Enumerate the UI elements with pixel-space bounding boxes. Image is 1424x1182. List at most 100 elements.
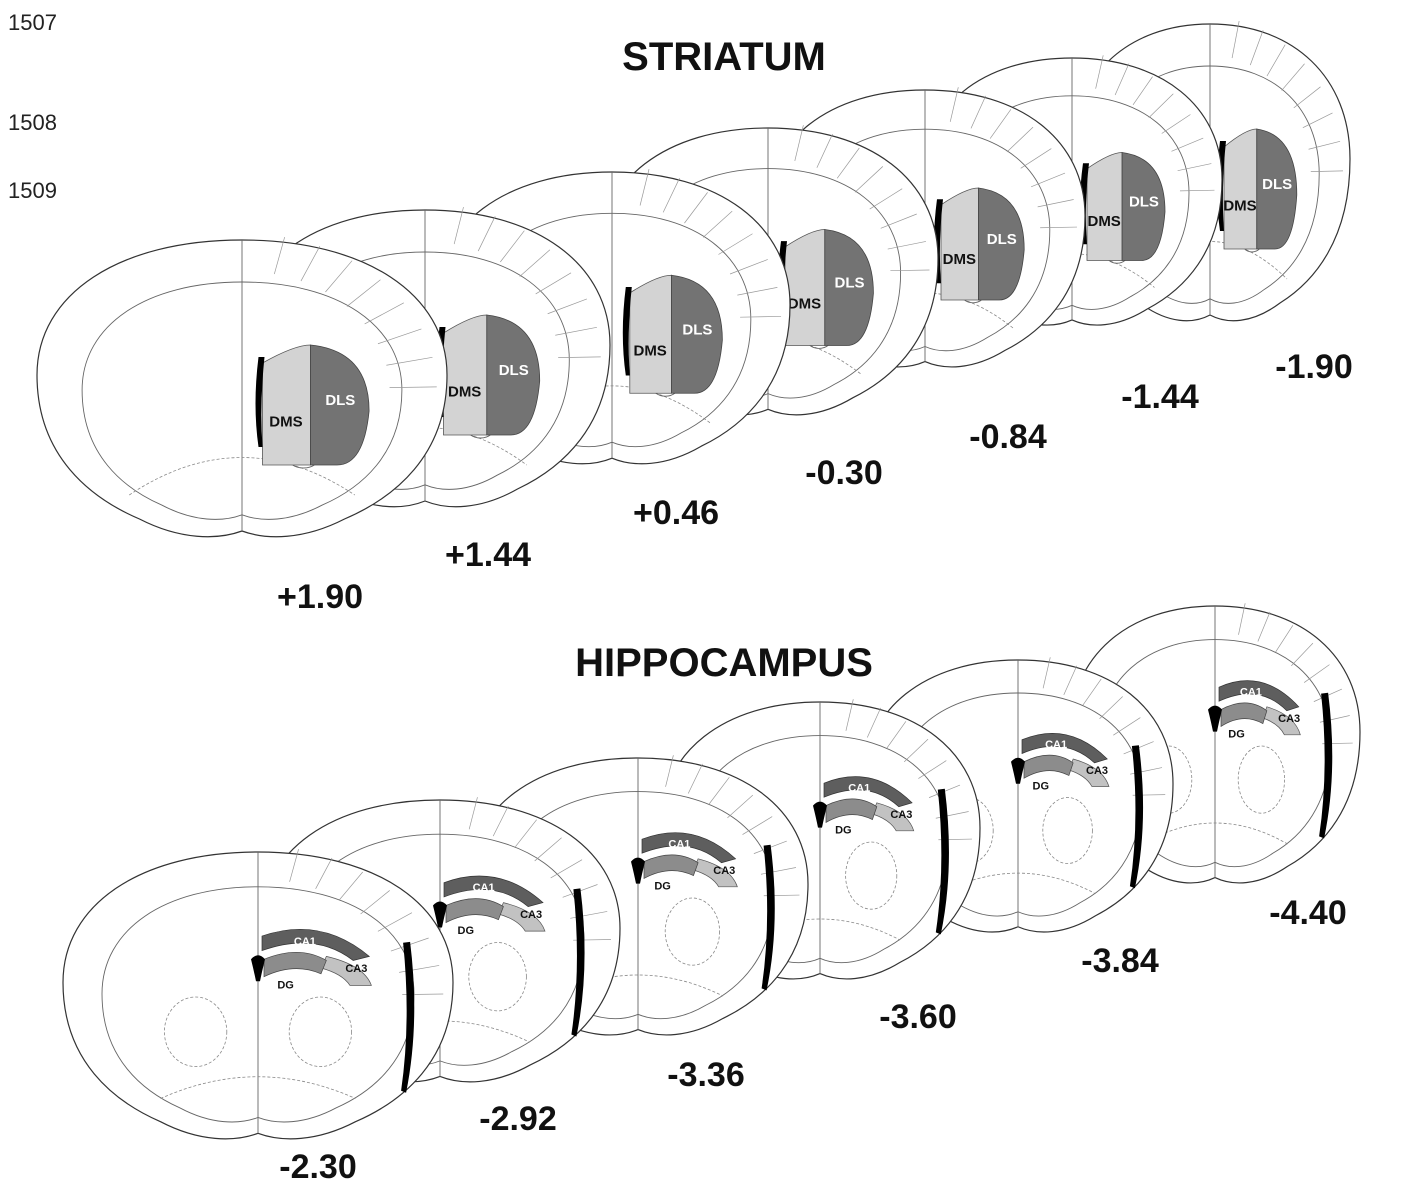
ca1-region bbox=[443, 875, 544, 907]
dg-label: DG bbox=[1228, 729, 1245, 741]
lateral-ventricle bbox=[255, 357, 265, 447]
section-coordinate: +0.46 bbox=[633, 494, 719, 532]
section-coordinate: +1.44 bbox=[445, 536, 531, 574]
dls-label: DLS bbox=[682, 321, 712, 338]
dls-label: DLS bbox=[987, 231, 1017, 248]
ca1-label: CA1 bbox=[848, 783, 870, 795]
third-ventricle bbox=[251, 955, 265, 982]
dms-region bbox=[940, 187, 979, 301]
dg-region bbox=[825, 798, 878, 824]
dg-region bbox=[1220, 702, 1268, 728]
dms-label: DMS bbox=[448, 384, 481, 401]
section-coordinate: -4.40 bbox=[1269, 894, 1347, 932]
ca1-label: CA1 bbox=[473, 882, 495, 894]
line-number-1: 1507 bbox=[8, 10, 57, 35]
ca1-label: CA1 bbox=[294, 936, 316, 948]
section-coordinate: -3.60 bbox=[879, 998, 957, 1036]
section-coordinate: -2.92 bbox=[479, 1100, 557, 1138]
section-coordinate: -0.84 bbox=[969, 418, 1047, 456]
ca3-label: CA3 bbox=[890, 809, 912, 821]
dls-region bbox=[824, 229, 874, 346]
ca3-region bbox=[497, 902, 546, 932]
third-ventricle bbox=[813, 801, 827, 828]
dg-label: DG bbox=[458, 925, 475, 937]
dg-label: DG bbox=[1033, 780, 1050, 792]
dms-label: DMS bbox=[1087, 213, 1120, 230]
ca3-region bbox=[871, 802, 915, 832]
ca1-label: CA1 bbox=[668, 839, 690, 851]
section-coordinate: -3.36 bbox=[667, 1056, 745, 1094]
dms-label: DMS bbox=[633, 342, 666, 359]
lateral-ventricle bbox=[761, 844, 775, 991]
lateral-ventricle bbox=[401, 941, 415, 1093]
ca3-label: CA3 bbox=[345, 963, 367, 975]
lateral-ventricle bbox=[1129, 745, 1144, 889]
dashed-tract bbox=[513, 385, 711, 424]
dg-region bbox=[445, 898, 504, 924]
dls-region bbox=[671, 274, 723, 394]
ca3-region bbox=[1262, 706, 1301, 736]
ca3-label: CA3 bbox=[713, 865, 735, 877]
striatum-title: STRIATUM bbox=[622, 35, 826, 79]
section-coordinate: +1.90 bbox=[277, 578, 363, 616]
lateral-ventricle bbox=[622, 287, 632, 376]
hippocampus-sections: CA1 DG CA3 -4.40 CA1 DG CA3 -3.84 CA1 DG CA3 -3.60 C… bbox=[62, 603, 1361, 1182]
dms-label: DMS bbox=[788, 295, 821, 312]
striatum-section-1: DMS DLS +1.90 bbox=[36, 236, 448, 616]
lateral-ventricle bbox=[571, 888, 585, 1037]
lateral-ventricle bbox=[1319, 692, 1333, 839]
dls-label: DLS bbox=[1262, 176, 1292, 193]
ca3-region bbox=[1068, 758, 1110, 787]
ca3-region bbox=[692, 858, 738, 888]
dls-region bbox=[1121, 152, 1166, 261]
dms-region bbox=[1086, 152, 1123, 261]
hippocampus-title: HIPPOCAMPUS bbox=[575, 641, 873, 685]
ca3-label: CA3 bbox=[1278, 713, 1300, 725]
dg-label: DG bbox=[654, 881, 671, 893]
dls-label: DLS bbox=[835, 275, 865, 292]
thalamus-right bbox=[1237, 745, 1286, 814]
ca1-region bbox=[641, 832, 737, 864]
thalamus-right bbox=[664, 897, 721, 966]
section-coordinate: -1.90 bbox=[1275, 348, 1353, 386]
dg-region bbox=[643, 854, 699, 879]
dms-label: DMS bbox=[269, 414, 302, 431]
dls-region bbox=[1256, 128, 1298, 250]
section-coordinate: -2.30 bbox=[279, 1148, 357, 1182]
thalamus-right bbox=[845, 841, 898, 910]
section-coordinate: -0.30 bbox=[805, 454, 883, 492]
dms-label: DMS bbox=[1223, 198, 1256, 215]
third-ventricle bbox=[631, 857, 645, 884]
dms-region bbox=[629, 274, 672, 394]
thalamus-left bbox=[164, 996, 228, 1068]
ca3-region bbox=[320, 955, 372, 986]
ca1-region bbox=[261, 929, 370, 961]
dashed-tract bbox=[1142, 822, 1288, 845]
thalamus-right bbox=[288, 996, 352, 1068]
hippocampus-section-1: CA1 DG CA3 -2.30 bbox=[62, 849, 454, 1182]
dls-label: DLS bbox=[325, 392, 355, 409]
dg-region bbox=[1023, 754, 1074, 779]
thalamus-left bbox=[1145, 745, 1193, 814]
dls-region bbox=[978, 187, 1025, 301]
dms-region bbox=[443, 314, 488, 436]
line-number-3: 1509 bbox=[8, 178, 57, 203]
dls-label: DLS bbox=[1129, 194, 1159, 211]
ca3-label: CA3 bbox=[1086, 765, 1108, 777]
third-ventricle bbox=[433, 901, 447, 928]
dms-label: DMS bbox=[943, 251, 976, 268]
thalamus-right bbox=[468, 942, 527, 1012]
third-ventricle bbox=[1011, 757, 1025, 784]
dms-region bbox=[1223, 128, 1258, 250]
ca1-region bbox=[823, 776, 913, 808]
dashed-tract bbox=[940, 872, 1096, 895]
dashed-tract bbox=[160, 1076, 356, 1099]
cortex-inner-boundary bbox=[81, 281, 403, 520]
dls-label: DLS bbox=[499, 362, 529, 379]
lateral-ventricle bbox=[935, 788, 949, 935]
dms-region bbox=[262, 344, 311, 466]
dashed-tract bbox=[129, 457, 355, 496]
section-coordinate: -3.84 bbox=[1081, 942, 1159, 980]
ca3-label: CA3 bbox=[520, 909, 542, 921]
